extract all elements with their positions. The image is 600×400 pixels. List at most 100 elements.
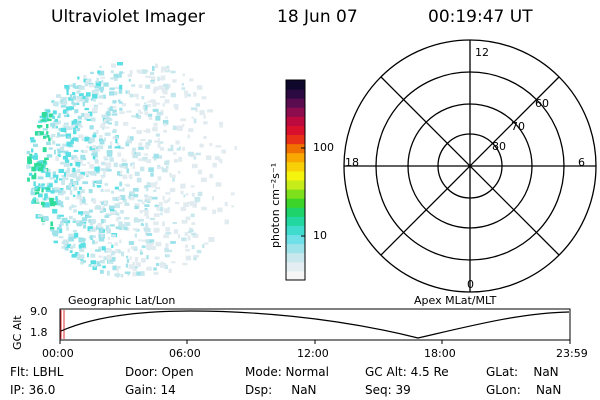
emission-pixel <box>110 209 115 212</box>
emission-pixel <box>94 146 99 149</box>
emission-pixel <box>143 130 149 133</box>
emission-pixel <box>73 232 79 238</box>
emission-pixel <box>201 206 207 211</box>
emission-pixel <box>89 229 96 232</box>
emission-pixel <box>28 172 33 176</box>
emission-pixel <box>46 115 49 120</box>
emission-pixel <box>132 165 135 169</box>
emission-pixel <box>160 261 164 265</box>
emission-pixel <box>129 136 134 141</box>
emission-pixel <box>58 189 64 194</box>
emission-pixel <box>192 163 198 169</box>
emission-pixel <box>167 148 174 152</box>
emission-pixel <box>146 255 149 260</box>
emission-pixel <box>106 270 110 276</box>
emission-pixel <box>132 272 137 277</box>
colorbar-segment <box>286 261 305 272</box>
emission-pixel <box>73 209 77 213</box>
emission-pixel <box>133 217 138 222</box>
colorbar-segment <box>286 270 305 281</box>
emission-pixel <box>153 271 159 275</box>
emission-pixel <box>139 249 143 253</box>
emission-pixel <box>67 136 71 140</box>
emission-pixel <box>185 244 188 248</box>
emission-pixel <box>100 232 104 238</box>
emission-pixel <box>90 117 96 122</box>
emission-pixel <box>32 143 38 147</box>
emission-pixel <box>88 82 94 85</box>
emission-pixel <box>91 226 97 232</box>
emission-pixel <box>98 233 101 238</box>
emission-pixel <box>104 202 108 206</box>
emission-pixel <box>88 171 91 175</box>
emission-pixel <box>143 210 149 213</box>
emission-pixel <box>33 199 39 203</box>
emission-pixel <box>41 216 44 222</box>
emission-pixel <box>104 215 110 218</box>
emission-pixel <box>193 254 199 258</box>
emission-pixel <box>66 87 69 92</box>
emission-pixel <box>157 176 162 181</box>
emission-pixel <box>127 248 130 253</box>
emission-pixel <box>53 175 59 178</box>
emission-pixel <box>46 110 51 113</box>
emission-pixel <box>92 235 96 238</box>
emission-pixel <box>201 177 207 183</box>
emission-pixel <box>96 261 100 265</box>
emission-pixel <box>134 205 139 210</box>
emission-pixel <box>34 163 38 168</box>
emission-pixel <box>191 222 196 225</box>
emission-pixel <box>73 119 78 122</box>
emission-pixel <box>50 227 55 231</box>
emission-pixel <box>128 78 131 82</box>
emission-pixel <box>187 93 191 97</box>
emission-pixel <box>138 158 143 162</box>
emission-pixel <box>84 107 89 111</box>
emission-pixel <box>50 221 54 227</box>
emission-pixel <box>34 172 37 177</box>
emission-pixel <box>182 73 185 77</box>
emission-pixel <box>155 115 161 121</box>
emission-pixel <box>83 78 88 83</box>
emission-pixel <box>70 178 74 184</box>
emission-pixel <box>60 205 64 208</box>
emission-pixel <box>72 173 77 178</box>
emission-pixel <box>126 110 132 113</box>
emission-pixel <box>40 160 47 164</box>
emission-pixel <box>37 176 44 180</box>
emission-pixel <box>152 65 155 71</box>
emission-pixel <box>85 215 92 218</box>
emission-pixel <box>76 128 81 132</box>
emission-pixel <box>164 160 170 166</box>
emission-pixel <box>191 245 195 250</box>
emission-pixel <box>119 73 122 78</box>
emission-pixel <box>79 186 82 191</box>
emission-pixel <box>181 220 188 224</box>
mlt-label-18: 18 <box>345 156 359 169</box>
emission-pixel <box>143 105 148 110</box>
emission-pixel <box>219 158 223 164</box>
emission-pixel <box>101 114 107 119</box>
emission-pixel <box>100 87 104 93</box>
emission-pixel <box>170 70 176 74</box>
emission-pixel <box>69 236 73 242</box>
emission-pixel <box>129 93 134 98</box>
emission-pixel <box>129 191 135 194</box>
emission-pixel <box>157 76 160 82</box>
emission-pixel <box>141 245 146 249</box>
emission-pixel <box>94 107 98 111</box>
emission-pixel <box>178 146 181 150</box>
emission-pixel <box>59 97 63 100</box>
emission-pixel <box>195 107 198 113</box>
emission-pixel <box>110 70 114 74</box>
emission-pixel <box>66 243 72 248</box>
emission-pixel <box>100 219 104 224</box>
emission-pixel <box>90 253 96 258</box>
emission-pixel <box>96 180 102 184</box>
emission-pixel <box>101 201 104 205</box>
emission-pixel <box>84 112 90 118</box>
emission-pixel <box>63 243 67 247</box>
emission-pixel <box>62 96 68 100</box>
emission-pixel <box>81 95 86 99</box>
emission-pixel <box>77 115 82 120</box>
